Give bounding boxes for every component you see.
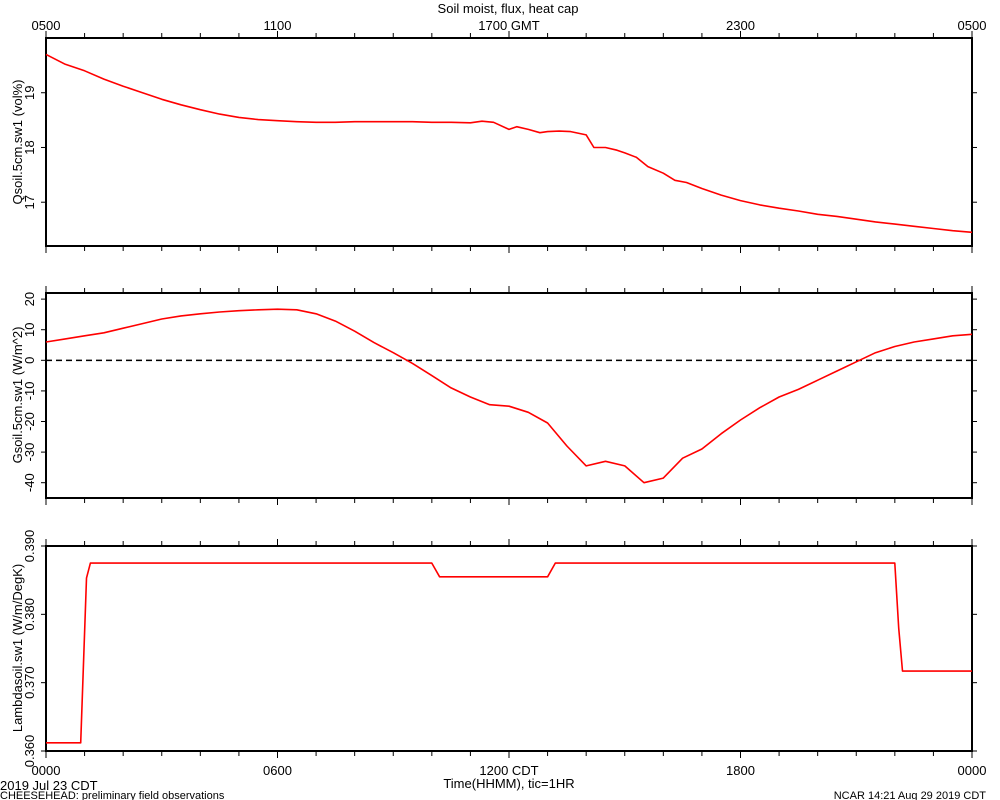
panel-1-ylabel: Qsoil.5cm.sw1 (vol%) bbox=[10, 80, 25, 205]
y-tick-label: 18 bbox=[22, 140, 37, 154]
y-tick-label: 0.380 bbox=[22, 598, 37, 631]
panel-1-frame bbox=[45, 37, 973, 247]
panel-2-frame bbox=[45, 292, 973, 499]
panel-2-soil-heat-flux: -40 -30 -20 -10 0 10 20 bbox=[22, 286, 977, 505]
y-tick-label: 10 bbox=[22, 322, 37, 336]
bottom-axis-tick-label: 1200 CDT bbox=[479, 763, 538, 778]
y-tick-label: -30 bbox=[22, 443, 37, 462]
top-axis-tick-label: 2300 bbox=[726, 18, 755, 33]
series-line bbox=[45, 308, 973, 484]
y-tick-label: 0 bbox=[22, 357, 37, 364]
bottom-time-axis: 0000 0600 1200 CDT 1800 0000 bbox=[32, 763, 987, 778]
footer-project: CHEESEHEAD: preliminary field observatio… bbox=[0, 790, 225, 800]
chart-title: Soil moist, flux, heat cap bbox=[438, 1, 579, 16]
panel-2-ylabel: Gsoil.5cm.sw1 (W/m^2) bbox=[10, 327, 25, 464]
bottom-axis-tick-label: 0000 bbox=[958, 763, 987, 778]
top-time-axis: 0500 1100 1700 GMT 2300 0500 bbox=[32, 18, 987, 33]
panel-1-soil-moisture: 17 18 19 bbox=[22, 31, 977, 253]
bottom-axis-tick-label: 0000 bbox=[32, 763, 61, 778]
y-tick-label: -10 bbox=[22, 382, 37, 401]
y-tick-label: 20 bbox=[22, 292, 37, 306]
top-axis-tick-label: 1700 GMT bbox=[478, 18, 539, 33]
footer-date: 2019 Jul 23 CDT bbox=[0, 778, 98, 793]
x-axis-label: Time(HHMM), tic=1HR bbox=[443, 776, 574, 791]
top-axis-tick-label: 0500 bbox=[958, 18, 987, 33]
footer-stamp: NCAR 14:21 Aug 29 2019 CDT bbox=[834, 790, 987, 800]
y-tick-label: 0.390 bbox=[22, 530, 37, 563]
panel-3-thermal-conductivity: 0.360 0.370 0.380 0.390 bbox=[22, 530, 977, 768]
y-tick-label: -20 bbox=[22, 412, 37, 431]
y-tick-label: -40 bbox=[22, 473, 37, 492]
bottom-axis-tick-label: 0600 bbox=[263, 763, 292, 778]
series-line bbox=[45, 53, 973, 234]
y-tick-label: 17 bbox=[22, 195, 37, 209]
panel-3-ylabel: Lambdasoil.sw1 (W/m/DegK) bbox=[10, 564, 25, 732]
y-tick-label: 0.370 bbox=[22, 666, 37, 699]
top-axis-tick-label: 1100 bbox=[264, 18, 292, 33]
y-tick-label: 19 bbox=[22, 86, 37, 100]
series-line bbox=[46, 562, 972, 744]
bottom-axis-tick-label: 1800 bbox=[726, 763, 755, 778]
y-tick-label: 0.360 bbox=[22, 735, 37, 768]
top-axis-tick-label: 0500 bbox=[32, 18, 61, 33]
